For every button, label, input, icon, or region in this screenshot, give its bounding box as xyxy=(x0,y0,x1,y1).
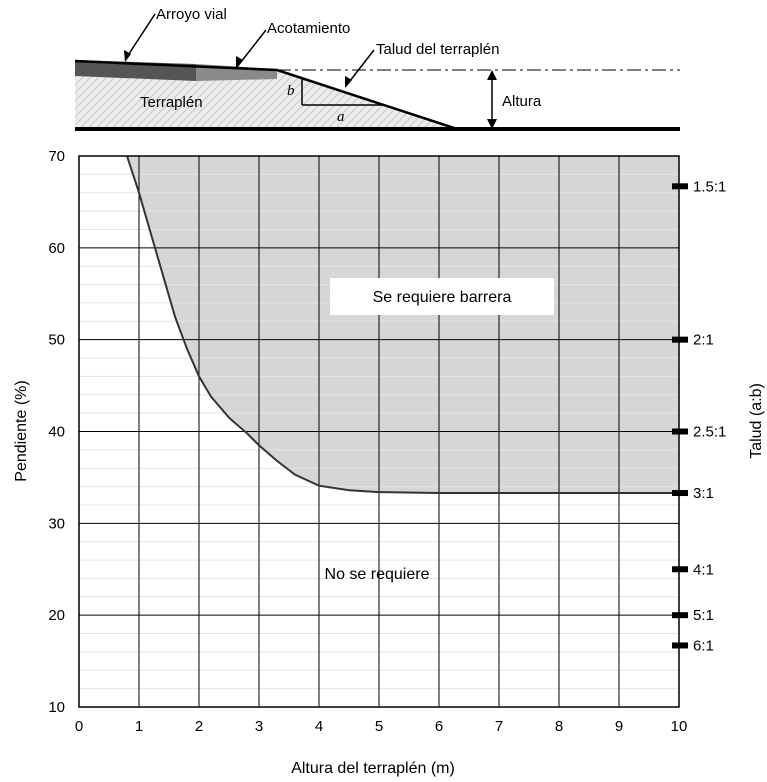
y-tick-label: 30 xyxy=(48,515,65,532)
x-tick-label: 2 xyxy=(195,718,203,735)
slope-ratio-tick xyxy=(672,490,688,497)
slope-callout-arrow xyxy=(345,76,352,88)
label-b: b xyxy=(287,83,295,99)
slope-ratio-tick xyxy=(672,566,688,573)
slope-ratio-tick xyxy=(672,428,688,435)
roadway-label: Arroyo vial xyxy=(156,6,227,23)
slope-ratio-label: 6:1 xyxy=(693,637,714,654)
x-tick-label: 3 xyxy=(255,718,263,735)
label-a: a xyxy=(337,109,345,125)
height-label: Altura xyxy=(502,93,542,110)
y-tick-label: 50 xyxy=(48,332,65,349)
y-tick-label: 10 xyxy=(48,699,65,716)
barrier-required-region xyxy=(127,156,679,493)
x-tick-label: 10 xyxy=(671,718,688,735)
shoulder-label: Acotamiento xyxy=(267,20,350,37)
slope-ratio-label: 1.5:1 xyxy=(693,178,726,195)
x-tick-label: 5 xyxy=(375,718,383,735)
not-required-label: No se requiere xyxy=(325,566,430,583)
slope-ratio-label: 5:1 xyxy=(693,607,714,624)
x-tick-labels: 0 1 2 3 4 5 6 7 8 9 10 xyxy=(75,718,688,735)
x-axis-label: Altura del terraplén (m) xyxy=(291,760,455,777)
y-tick-labels: 10 20 30 40 50 60 70 xyxy=(48,148,65,716)
roadway-callout-line xyxy=(124,13,156,61)
y-tick-label: 60 xyxy=(48,240,65,257)
slope-ratio-label: 3:1 xyxy=(693,485,714,502)
x-tick-label: 7 xyxy=(495,718,503,735)
height-arrow-up xyxy=(487,70,497,80)
plot-area: 10 20 30 40 50 60 70 0 1 2 3 4 5 6 7 8 9 10 1.5:1 2:1 2.5:… xyxy=(13,148,765,777)
slope-line xyxy=(276,68,458,131)
right-axis-label: Talud (a:b) xyxy=(748,383,765,459)
slope-ratio-label: 2:1 xyxy=(693,332,714,349)
shoulder-callout-arrow xyxy=(236,56,243,68)
major-grid xyxy=(79,156,679,707)
x-tick-label: 8 xyxy=(555,718,563,735)
barrier-label-box xyxy=(330,278,554,315)
slope-ratio-label: 4:1 xyxy=(693,561,714,578)
slope-label: Talud del terraplén xyxy=(376,41,499,58)
x-tick-label: 6 xyxy=(435,718,443,735)
embankment-diagram: b a Altura Terraplén Arroyo vial Acotami… xyxy=(74,6,680,131)
roadway-callout-arrow xyxy=(124,50,131,62)
barrier-required-label: Se requiere barrera xyxy=(373,289,512,306)
road-edge-line xyxy=(74,59,278,72)
height-arrow-down xyxy=(487,119,497,129)
slope-ratio-label: 2.5:1 xyxy=(693,424,726,441)
slope-ratio-tick xyxy=(672,612,688,619)
y-tick-label: 70 xyxy=(48,148,65,165)
warrant-curve xyxy=(126,155,679,494)
x-tick-label: 9 xyxy=(615,718,623,735)
x-tick-label: 4 xyxy=(315,718,323,735)
slope-ratio-tick xyxy=(672,642,688,649)
slope-ratio-axis: 1.5:1 2:1 2.5:1 3:1 4:1 5:1 6:1 xyxy=(672,178,726,654)
y-tick-label: 20 xyxy=(48,607,65,624)
y-axis-label: Pendiente (%) xyxy=(13,380,30,481)
x-tick-label: 0 xyxy=(75,718,83,735)
slope-ratio-tick xyxy=(672,183,688,190)
y-tick-label: 40 xyxy=(48,424,65,441)
slope-ratio-tick xyxy=(672,336,688,343)
x-tick-label: 1 xyxy=(135,718,143,735)
embankment-label: Terraplén xyxy=(140,94,203,111)
